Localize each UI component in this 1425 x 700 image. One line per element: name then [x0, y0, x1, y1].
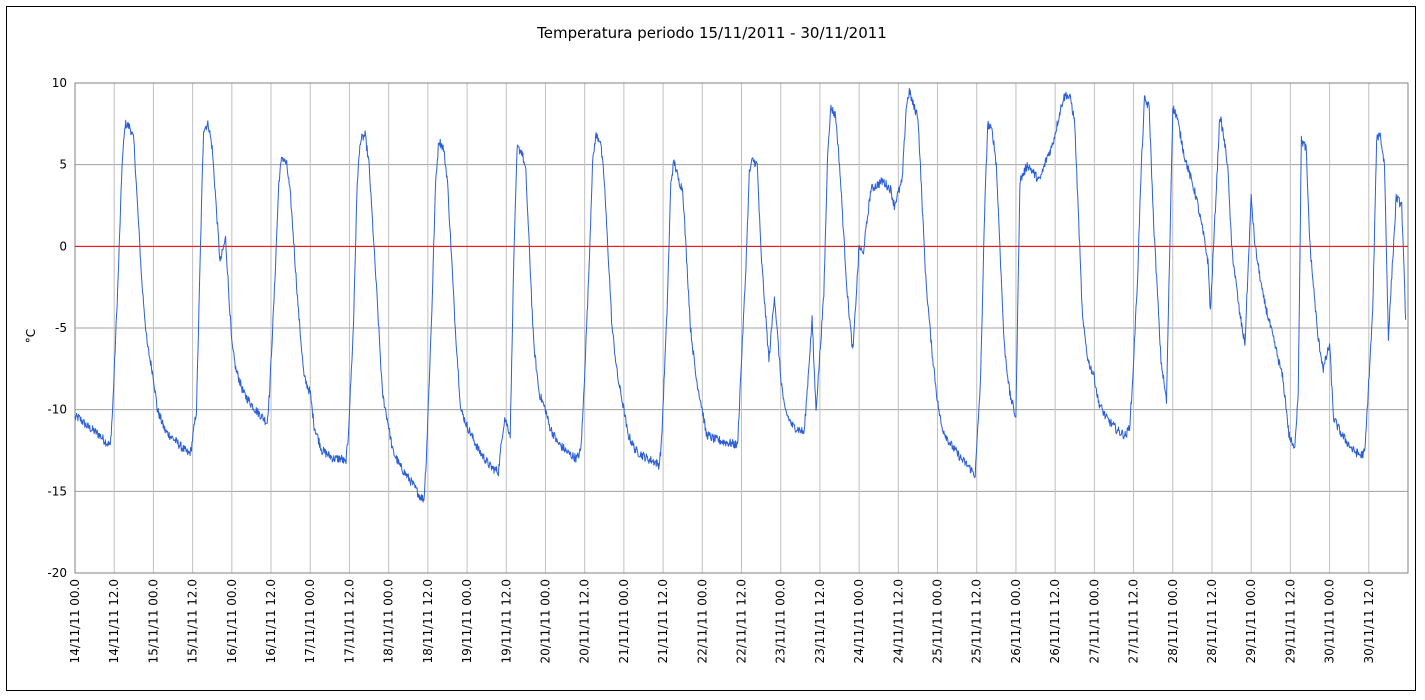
- x-tick-label: 28/11/11 00.0: [1166, 579, 1180, 663]
- x-tick-label: 15/11/11 12.0: [186, 579, 200, 663]
- y-tick-label: -5: [55, 321, 67, 335]
- x-axis-ticks: 14/11/11 00.0 14/11/11 12.0 15/11/11 00.0 1…: [68, 579, 1376, 663]
- x-tick-label: 21/11/11 00.0: [617, 579, 631, 663]
- x-tick-label: 14/11/11 12.0: [107, 579, 121, 663]
- x-tick-label: 23/11/11 00.0: [774, 579, 788, 663]
- x-tick-label: 16/11/11 00.0: [225, 579, 239, 663]
- plot-border: [74, 82, 1409, 574]
- y-tick-label: -10: [47, 403, 67, 417]
- x-tick-label: 17/11/11 00.0: [303, 579, 317, 663]
- x-tick-label: 22/11/11 00.0: [695, 579, 709, 663]
- x-tick-label: 27/11/11 12.0: [1127, 579, 1141, 663]
- y-tick-label: 0: [59, 239, 67, 253]
- x-tick-label: 22/11/11 12.0: [735, 579, 749, 663]
- x-tick-label: 20/11/11 12.0: [578, 579, 592, 663]
- x-tick-label: 29/11/11 00.0: [1244, 579, 1258, 663]
- x-tick-label: 17/11/11 12.0: [342, 579, 356, 663]
- x-tick-label: 19/11/11 12.0: [499, 579, 513, 663]
- x-tick-label: 19/11/11 00.0: [460, 579, 474, 663]
- x-tick-label: 28/11/11 12.0: [1205, 579, 1219, 663]
- y-tick-label: -15: [47, 484, 67, 498]
- x-tick-label: 26/11/11 12.0: [1048, 579, 1062, 663]
- x-tick-label: 24/11/11 00.0: [852, 579, 866, 663]
- x-tick-label: 30/11/11 12.0: [1362, 579, 1376, 663]
- x-tick-label: 29/11/11 12.0: [1283, 579, 1297, 663]
- y-tick-label: 5: [59, 158, 67, 172]
- x-tick-label: 27/11/11 00.0: [1087, 579, 1101, 663]
- x-tick-label: 25/11/11 00.0: [931, 579, 945, 663]
- y-axis-ticks: 10 5 0 -5 -10 -15 -20: [47, 76, 67, 580]
- chart-frame: Temperatura periodo 15/11/2011 - 30/11/2…: [6, 6, 1416, 691]
- x-tick-label: 16/11/11 12.0: [264, 579, 278, 663]
- x-tick-label: 18/11/11 12.0: [421, 579, 435, 663]
- y-axis-label: °C: [24, 329, 38, 343]
- temperature-line-chart: Temperatura periodo 15/11/2011 - 30/11/2…: [24, 24, 1409, 663]
- x-tick-label: 30/11/11 00.0: [1323, 579, 1337, 663]
- y-tick-label: 10: [52, 76, 67, 90]
- x-tick-label: 20/11/11 00.0: [538, 579, 552, 663]
- x-tick-label: 18/11/11 00.0: [382, 579, 396, 663]
- chart-title: Temperatura periodo 15/11/2011 - 30/11/2…: [536, 24, 887, 42]
- x-tick-label: 25/11/11 12.0: [970, 579, 984, 663]
- temperature-series-line: [74, 87, 1407, 503]
- x-tick-label: 26/11/11 00.0: [1009, 579, 1023, 663]
- x-tick-label: 21/11/11 12.0: [656, 579, 670, 663]
- x-tick-label: 14/11/11 00.0: [68, 579, 82, 663]
- x-tick-label: 24/11/11 12.0: [891, 579, 905, 663]
- series-layer: [74, 87, 1407, 503]
- x-tick-label: 15/11/11 00.0: [146, 579, 160, 663]
- x-tick-label: 23/11/11 12.0: [813, 579, 827, 663]
- y-tick-label: -20: [47, 566, 67, 580]
